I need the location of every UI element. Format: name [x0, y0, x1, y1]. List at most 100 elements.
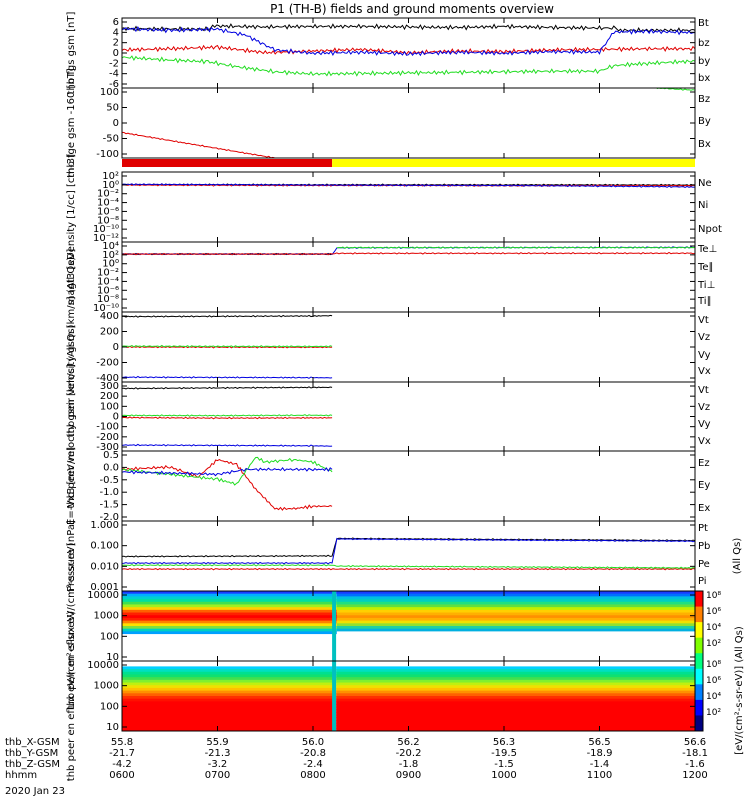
legend-Vz: Vz	[698, 402, 710, 413]
legend-Pi: Pi	[698, 576, 707, 587]
peer_en-band	[122, 666, 337, 670]
legend-Vx: Vx	[698, 366, 711, 377]
status-bar-segment	[122, 159, 333, 167]
colorbar-segment	[695, 715, 703, 732]
peer_en-band	[122, 687, 337, 692]
y-tick-label: -400	[96, 373, 119, 384]
colorbar-segment	[695, 684, 703, 701]
colorbar-segment	[695, 668, 703, 685]
peir_en-band	[122, 652, 337, 657]
time-axis: thb_X-GSM 55.8 55.9 56.0 56.2 56.3 56.5 56.6 thb…	[5, 737, 708, 781]
peer_en-band	[336, 679, 695, 684]
peer_en-band	[336, 725, 695, 729]
y-tick-label: 10⁻²	[97, 189, 119, 200]
colorbar-segment	[695, 653, 703, 670]
colorbar-segment	[695, 591, 703, 608]
peir_en-band	[122, 599, 337, 603]
temp-series-Te⊥	[121, 251, 696, 256]
time-axis-value: 0900	[396, 770, 421, 781]
legend-Vy: Vy	[698, 419, 711, 430]
peir_en-band	[336, 609, 695, 614]
fgs-series-by	[121, 55, 696, 77]
peir_en-band	[336, 636, 695, 640]
y-tick-label: 10⁻²	[97, 268, 119, 279]
peer_en-band	[122, 706, 337, 710]
density-ylabel: Density [1/cc] [cm-3]	[66, 154, 77, 260]
peir_en-band	[122, 620, 337, 624]
peir_en-band	[122, 658, 337, 662]
peer_en-band	[336, 685, 695, 689]
peer_en-band	[122, 661, 337, 665]
peer_en-band	[122, 720, 337, 724]
efield-series-Ey	[121, 456, 333, 486]
y-tick-label: -1.0	[99, 487, 119, 498]
peir_en-band	[336, 652, 695, 657]
peir_en-band	[336, 626, 695, 630]
date-label: 2020 Jan 23	[5, 786, 65, 797]
peir_en-band	[336, 623, 695, 627]
peir_en-band	[336, 634, 695, 638]
peer_en-band	[336, 677, 695, 681]
time-axis-value: 1100	[587, 770, 612, 781]
peer_en-band	[122, 712, 337, 716]
pressure-side-label: (All Qs)	[732, 538, 743, 575]
peer_en-ylabel: thb peer en eflux eV/(cm²-s-sr-eV)	[66, 611, 77, 782]
peer_en-band	[336, 666, 695, 670]
y-tick-label: 10²	[102, 250, 119, 261]
peer_en-band	[336, 722, 695, 727]
peer_en-band	[336, 714, 695, 719]
peir_en-band	[122, 615, 337, 619]
time-axis-value: -1.6	[685, 759, 705, 770]
time-axis-value: -18.9	[587, 748, 613, 759]
peir_en-band	[122, 609, 337, 614]
time-axis-value: 56.6	[684, 737, 706, 748]
legend-Pt: Pt	[698, 523, 708, 534]
y-tick-label: 0.100	[90, 541, 119, 552]
y-tick-label: 0	[113, 48, 119, 59]
time-axis-value: -1.4	[590, 759, 610, 770]
colorbar-tick-label: 10²	[706, 639, 721, 649]
peir_en-band	[122, 644, 337, 649]
y-tick-label: 400	[100, 311, 119, 322]
colorbar-tick-label: 10⁴	[706, 623, 721, 633]
pressure-series-Pe	[121, 564, 696, 569]
time-axis-value: 55.8	[111, 737, 133, 748]
efield-series-Ex	[121, 466, 333, 477]
y-tick-label: 200	[100, 391, 119, 402]
peer_en-band	[336, 696, 695, 700]
y-tick-label: 300	[100, 381, 119, 392]
colorbar-segment	[695, 606, 703, 623]
fge-ylabel: thb fge gsm -160 [nT]	[66, 68, 77, 178]
y-tick-label: 2	[113, 38, 119, 49]
y-tick-label: 10²	[102, 171, 119, 182]
y-tick-label: -6	[109, 79, 119, 90]
colorbar-tick-label: 10⁶	[706, 676, 721, 686]
y-tick-label: 100	[100, 87, 119, 98]
y-tick-label: -100	[96, 149, 119, 160]
time-axis-value: -3.2	[208, 759, 228, 770]
panel-fge: 100 50 0 -50 -100 thb fge gsm -160 [nT] Bz By Bx	[66, 68, 711, 178]
pressure-series-Pi	[121, 537, 696, 565]
efield-frame	[121, 450, 696, 522]
peir_en-band	[122, 591, 337, 595]
colorbar-segment	[695, 637, 703, 654]
pressure-ylabel: Pressure [nPa]	[66, 520, 77, 592]
pressure-frame	[121, 520, 696, 592]
y-tick-label: 10	[106, 722, 119, 733]
peer_en-band	[122, 717, 337, 721]
y-tick-label: 100	[100, 401, 119, 412]
peir_en-band	[336, 658, 695, 662]
peir_en-band	[122, 634, 337, 638]
legend-Ti∥: Ti∥	[697, 296, 712, 307]
legend-Ti⊥: Ti⊥	[697, 280, 715, 291]
y-tick-label: 10⁰	[102, 180, 119, 191]
peir_en-band	[122, 650, 337, 654]
peir_en-band	[122, 655, 337, 659]
y-tick-label: 10000	[87, 590, 119, 601]
time-axis-value: 56.5	[588, 737, 610, 748]
peer_en-band	[336, 717, 695, 721]
time-axis-row-label: thb_Z-GSM	[5, 759, 60, 770]
